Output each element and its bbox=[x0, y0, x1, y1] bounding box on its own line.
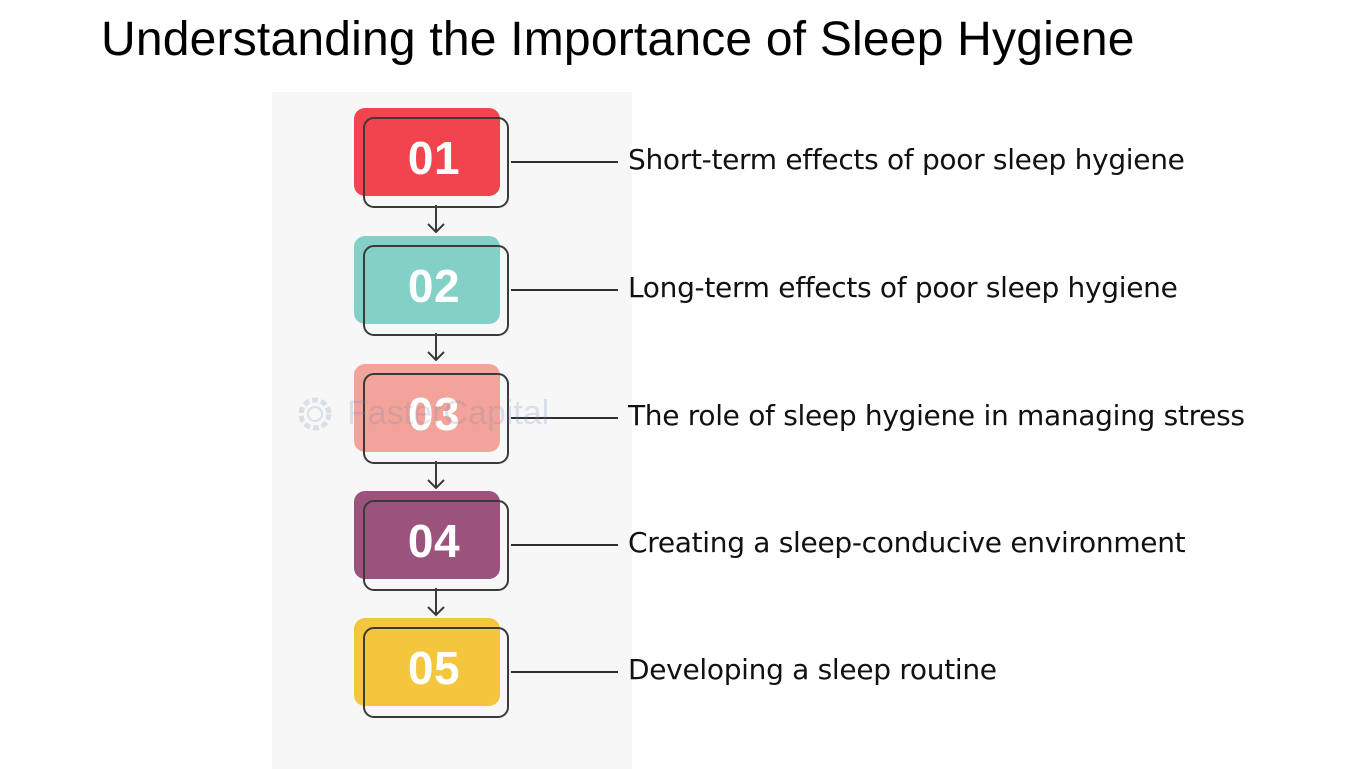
step-1: 01 Short-term effects of poor sleep hygi… bbox=[0, 108, 1350, 208]
step-3: 03 The role of sleep hygiene in managing… bbox=[0, 364, 1350, 464]
step-2: 02 Long-term effects of poor sleep hygie… bbox=[0, 236, 1350, 336]
step-1-number-box bbox=[354, 108, 500, 196]
step-4-connector-line bbox=[511, 544, 618, 546]
step-5-number-box bbox=[354, 618, 500, 706]
arrow-down-icon bbox=[427, 588, 445, 617]
step-4: 04 Creating a sleep-conducive environmen… bbox=[0, 491, 1350, 591]
step-2-connector-line bbox=[511, 289, 618, 291]
step-3-connector-line bbox=[511, 417, 618, 419]
step-3-number: 03 bbox=[407, 388, 461, 440]
step-5-label: Developing a sleep routine bbox=[628, 653, 997, 686]
step-1-label: Short-term effects of poor sleep hygiene bbox=[628, 143, 1185, 176]
step-2-label: Long-term effects of poor sleep hygiene bbox=[628, 271, 1178, 304]
page-title: Understanding the Importance of Sleep Hy… bbox=[101, 13, 1135, 66]
step-2-number: 02 bbox=[407, 260, 461, 312]
arrow-down-icon bbox=[427, 333, 445, 362]
arrow-down-icon bbox=[427, 205, 445, 234]
step-1-number: 01 bbox=[407, 132, 461, 184]
step-5-number: 05 bbox=[407, 642, 461, 694]
step-5-connector-line bbox=[511, 671, 618, 673]
step-3-number-box bbox=[354, 364, 500, 452]
step-3-label: The role of sleep hygiene in managing st… bbox=[628, 399, 1245, 432]
arrow-down-icon bbox=[427, 461, 445, 490]
step-5: 05 Developing a sleep routine bbox=[0, 618, 1350, 718]
step-4-number: 04 bbox=[407, 515, 461, 567]
step-5-outline bbox=[363, 627, 509, 718]
step-1-connector-line bbox=[511, 161, 618, 163]
step-4-number-box bbox=[354, 491, 500, 579]
step-2-number-box bbox=[354, 236, 500, 324]
step-4-label: Creating a sleep-conducive environment bbox=[628, 526, 1186, 559]
